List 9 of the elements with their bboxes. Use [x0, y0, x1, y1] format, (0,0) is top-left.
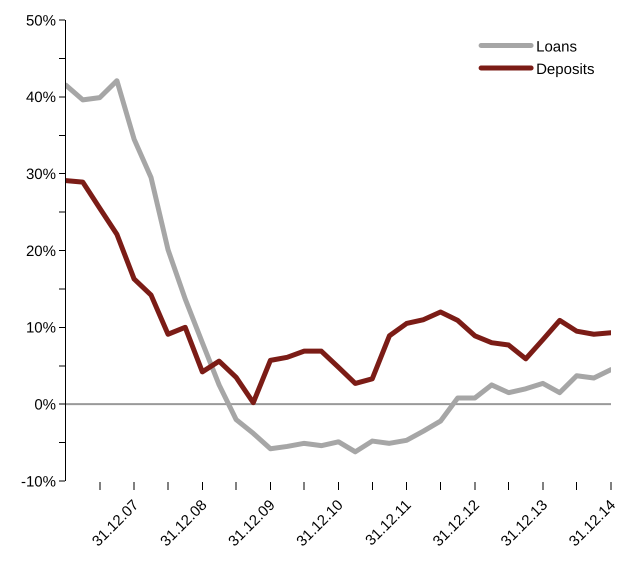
y-tick-label: 0% [34, 396, 56, 414]
legend-label: Deposits [536, 60, 594, 78]
y-tick-label: 10% [26, 320, 56, 337]
legend-label: Loans [536, 38, 577, 56]
y-tick-label: 30% [26, 166, 56, 183]
y-tick-label: 50% [26, 12, 56, 30]
y-tick-label: -10% [20, 473, 56, 490]
y-tick-label: 40% [26, 89, 56, 106]
y-tick-label: 20% [26, 242, 56, 260]
